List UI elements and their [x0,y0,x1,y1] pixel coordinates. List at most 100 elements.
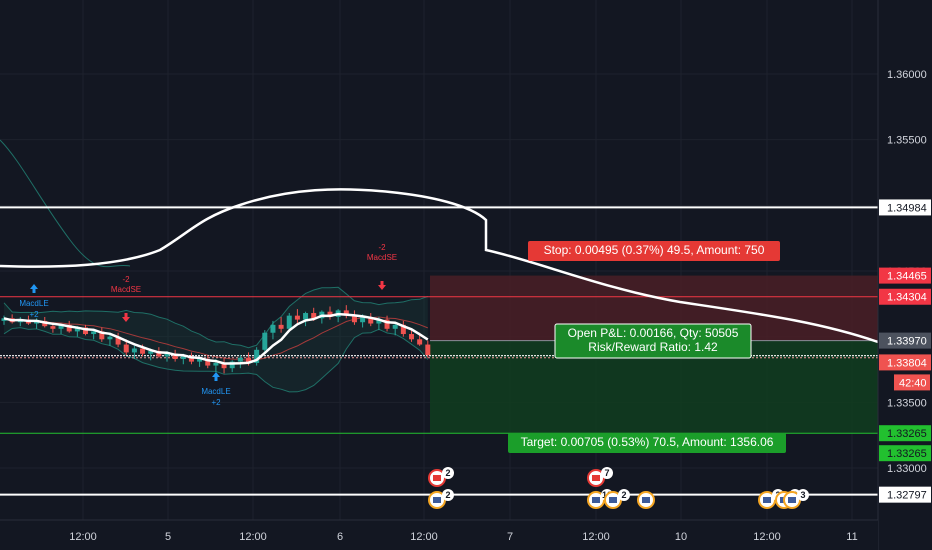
price-badge-label: 1.34465 [887,271,927,283]
bar-countdown: 42:40 [899,377,927,389]
candle-body [311,313,317,319]
time-tick-label: 12:00 [239,531,267,543]
economic-events[interactable]: 227102223 [428,467,809,509]
time-axis[interactable]: 12:00 5 12:00 6 12:00 7 12:00 10 12:00 11 [0,519,878,550]
signal-label: MacdSE [111,285,141,294]
candle-body [115,336,121,345]
candle-body [34,320,40,324]
target-label-box: Target: 0.00705 (0.53%) 70.5, Amount: 13… [508,433,786,453]
ma-short [3,312,429,365]
flag-icon [592,497,600,503]
price-badge[interactable]: 1.33265 [879,445,931,462]
candle-body [237,357,243,362]
moving-average [0,188,879,365]
event-count: 7 [604,468,609,478]
flag-icon [642,497,650,503]
price-badge-bg [879,425,931,442]
candle-body [376,319,382,324]
event-count: 3 [800,490,805,500]
flag-icon [788,497,796,503]
target-label-box-text: Target: 0.00705 (0.53%) 70.5, Amount: 13… [521,435,774,449]
flag-icon [433,497,441,503]
candle-body [99,331,105,340]
price-badge-bg [879,267,931,284]
event-count: 2 [621,490,626,500]
time-tick-label: 12:00 [69,531,97,543]
candle-body [131,348,137,353]
price-badge-label: 1.34304 [887,292,927,304]
candle-body [197,358,203,362]
candle-body [156,351,162,357]
signal-label: MacdLE [201,387,230,396]
candle-body [270,324,276,333]
candle-body [123,344,129,353]
candle-body [83,327,88,335]
stop-label-box: Stop: 0.00495 (0.37%) 49.5, Amount: 750 [528,241,780,261]
time-tick-label: 6 [337,531,343,543]
candle-body [107,336,113,340]
price-tick-label: 1.33500 [887,397,927,409]
price-badge-label: 1.33265 [887,448,927,460]
candle-body [254,349,260,363]
price-badge[interactable]: 1.33265 [879,425,931,442]
short-arrow-icon [122,313,130,322]
candle-body [409,334,414,340]
price-badge-label: 1.32797 [887,490,927,502]
signal-label: MacdLE [19,299,48,308]
price-tick-label: 1.33000 [887,463,927,475]
time-tick-label: 5 [165,531,171,543]
bollinger-basis [3,316,428,361]
flag-icon [763,497,771,503]
candle-body [74,327,80,332]
long-arrow-icon [212,372,220,381]
candle-body [327,311,333,317]
price-badge-bg [879,354,931,371]
price-badge-label: 1.33970 [887,336,927,348]
candle-body [213,362,219,366]
price-badge[interactable]: 1.34984 [879,199,931,216]
candle-body [91,331,97,335]
candle-body [148,351,154,354]
candle-body [205,358,211,366]
price-badge-label: 1.33804 [887,357,927,369]
time-tick-label: 12:00 [753,531,781,543]
short-arrow-icon [378,281,386,290]
event-count-badge [442,489,454,501]
price-badge[interactable]: 1.34465 [879,267,931,284]
signal-qty: +2 [211,398,221,407]
price-badge[interactable]: 1.32797 [879,486,931,503]
price-badge-label: 1.34984 [887,202,927,214]
flag-icon [433,475,441,481]
event-count-badge [618,489,630,501]
candle-body [246,357,251,363]
price-badge[interactable]: 1.33970 [879,332,931,349]
event-count-badge [601,467,613,479]
target-label-box-bg [508,433,786,453]
signal-qty: -2 [378,243,386,252]
pnl-label-box-bg [554,323,752,359]
pnl-label-box-text: Open P&L: 0.00166, Qty: 50505 [568,326,739,340]
price-badge[interactable]: 1.33804 [879,354,931,371]
flag-icon [609,497,617,503]
event-count-badge [442,467,454,479]
price-badge-bg [879,199,931,216]
price-axis[interactable]: 1.360001.355001.350001.345001.340001.335… [877,0,932,550]
event-count-badge [797,489,809,501]
candle-body [140,348,146,354]
candle-body [384,319,390,329]
candle-body [425,344,431,356]
time-tick-label: 12:00 [582,531,610,543]
position-labels: Stop: 0.00495 (0.37%) 49.5, Amount: 750 O… [508,241,786,453]
candle-body [172,353,178,359]
signal-qty: +2 [29,310,39,319]
candle-body [286,315,292,329]
price-tick-label: 1.36000 [887,69,927,81]
candle-body [164,353,170,357]
price-badge[interactable]: 1.34304 [879,288,931,305]
candle-body [303,313,309,320]
price-badge-bg [879,332,931,349]
candle-body [343,310,349,316]
